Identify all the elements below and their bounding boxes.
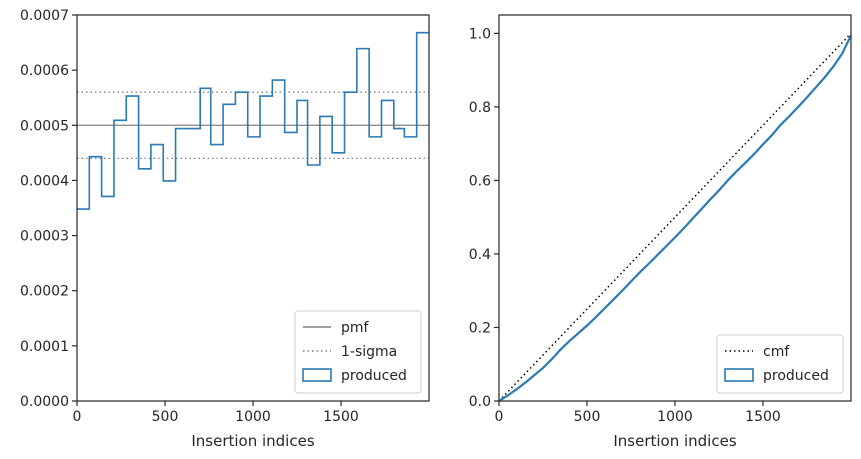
left-y-tick-label: 0.0001 [20, 339, 69, 355]
left-legend-frame [294, 310, 422, 394]
left-x-tick-label: 1500 [323, 409, 359, 425]
left-x-axis-label: Insertion indices [191, 432, 314, 450]
left-y-tick-label: 0.0007 [20, 8, 69, 24]
left-legend: pmf 1-sigma produced [294, 310, 422, 394]
right-series-cmf [498, 32, 852, 402]
left-y-tick-label: 0.0005 [20, 118, 69, 134]
right-x-tick-label: 0 [495, 409, 504, 425]
right-y-tick-label: 0.0 [469, 394, 491, 410]
right-y-tick-label: 0.2 [469, 320, 491, 336]
right-chart-panel: 0 500 1000 1500 0.0 0.2 0.4 0.6 0.8 1.0 Insertion… [469, 14, 852, 450]
left-series-produced [77, 31, 429, 210]
left-y-tick-label: 0.0000 [20, 394, 69, 410]
right-y-tick-label: 0.4 [469, 247, 491, 263]
right-legend-label: cmf [763, 344, 790, 360]
left-y-tick-label: 0.0004 [20, 173, 69, 189]
right-legend-label: produced [763, 368, 829, 384]
right-x-tick-label: 1500 [745, 409, 781, 425]
right-legend-handle [724, 368, 754, 382]
left-legend-handle [302, 368, 332, 382]
left-y-tick-label: 0.0003 [20, 229, 69, 245]
right-y-tick-label: 0.6 [469, 173, 491, 189]
left-x-tick-label: 1000 [235, 409, 271, 425]
right-x-tick-label: 1000 [657, 409, 693, 425]
left-y-tick-label: 0.0002 [20, 284, 69, 300]
left-legend-label: 1-sigma [341, 344, 397, 360]
right-x-tick-label: 500 [574, 409, 601, 425]
right-y-tick-label: 0.8 [469, 100, 491, 116]
right-x-axis-label: Insertion indices [613, 432, 736, 450]
right-legend-frame [716, 334, 844, 394]
left-legend-label: produced [341, 368, 407, 384]
left-x-tick-label: 0 [73, 409, 82, 425]
left-chart-panel: 0 500 1000 1500 0.0000 0.0001 0.0002 0.0003 0.00… [20, 8, 430, 450]
left-x-tick-label: 500 [152, 409, 179, 425]
left-y-tick-label: 0.0006 [20, 63, 69, 79]
left-legend-label: pmf [341, 320, 370, 336]
right-series-produced [498, 34, 852, 402]
right-legend: cmf produced [716, 334, 844, 394]
right-y-tick-label: 1.0 [469, 26, 491, 42]
